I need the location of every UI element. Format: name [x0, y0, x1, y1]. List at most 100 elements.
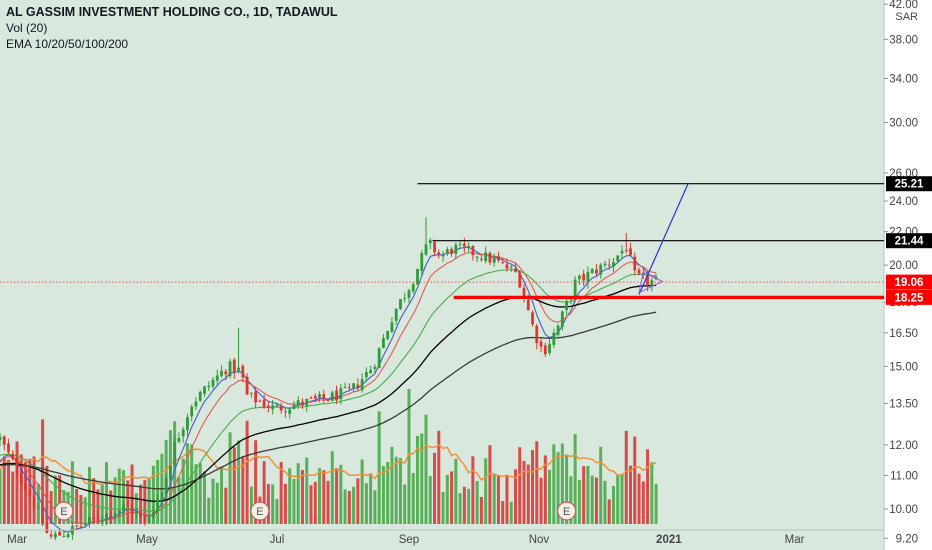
time-tick-label: Sep: [399, 534, 419, 546]
volume-bar: [377, 411, 381, 524]
candle-body: [573, 279, 577, 300]
candle-body: [607, 264, 611, 266]
candle-body: [139, 513, 142, 517]
volume-bar: [224, 487, 228, 524]
volume-bar: [254, 440, 258, 524]
candle-body: [19, 474, 23, 484]
earnings-marker[interactable]: E: [557, 501, 577, 521]
volume-bar: [629, 465, 633, 524]
chart-title[interactable]: AL GASSIM INVESTMENT HOLDING CO., 1D, TA…: [6, 5, 338, 19]
candle-body: [339, 388, 343, 400]
candle-body: [590, 269, 594, 273]
candle-body: [407, 290, 411, 298]
earnings-marker[interactable]: E: [54, 501, 74, 521]
candle-body: [147, 517, 151, 522]
volume-bar: [194, 464, 198, 524]
price-tick-label: 12.00: [889, 440, 918, 452]
volume-bar: [177, 477, 181, 524]
candle-body: [492, 258, 496, 263]
support-price-label-box: [886, 289, 932, 305]
volume-bar: [75, 489, 79, 524]
volume-bar: [7, 459, 11, 524]
candle-body: [228, 361, 232, 377]
volume-bar: [437, 430, 441, 524]
volume-bar: [318, 468, 322, 524]
candle-body: [190, 406, 194, 417]
current-price-label-box: [886, 274, 932, 290]
price-tick-label: 9.20: [896, 533, 918, 545]
volume-bar: [369, 473, 373, 524]
ema-line-200: [0, 311, 657, 490]
volume-bar: [450, 471, 454, 524]
volume-bar: [339, 464, 343, 524]
candle-body: [237, 367, 240, 371]
candle-body: [624, 250, 628, 252]
volume-bar: [518, 447, 522, 524]
volume-bar: [211, 478, 215, 524]
volume-bar: [445, 474, 449, 524]
candle-body: [305, 398, 309, 406]
volume-bar: [471, 456, 475, 524]
candle-body: [198, 391, 202, 401]
volume-bar: [330, 451, 334, 524]
volume-bar: [79, 494, 83, 524]
legend-volume[interactable]: Vol (20): [6, 21, 48, 35]
volume-bar: [539, 477, 543, 524]
volume-bar: [496, 475, 500, 524]
candle-body: [360, 379, 364, 390]
candle-body: [322, 394, 326, 399]
candle-body: [207, 385, 211, 388]
volume-bar: [15, 441, 19, 524]
volume-bar: [548, 469, 552, 524]
candle-body: [224, 371, 228, 375]
volume-bar: [458, 493, 462, 524]
candle-body: [543, 345, 547, 355]
volume-bar: [215, 482, 219, 524]
candle-body: [650, 280, 654, 286]
volume-bar: [424, 414, 428, 524]
support-price-label-text: 18.25: [895, 292, 924, 304]
volume-bar: [322, 470, 326, 524]
volume-bar: [479, 496, 483, 524]
candle-body: [313, 396, 317, 399]
volume-bar: [616, 474, 620, 524]
candle-body: [318, 394, 321, 398]
candle-body: [522, 287, 526, 298]
triangle-pattern[interactable]: [638, 271, 664, 294]
legend-ema[interactable]: EMA 10/20/50/100/200: [6, 37, 129, 51]
earnings-marker[interactable]: E: [250, 501, 270, 521]
projection-line[interactable]: [638, 183, 689, 295]
resistance-upper-price-label-text: 25.21: [895, 179, 924, 191]
volume-bar: [232, 447, 236, 524]
candle-body: [296, 400, 300, 406]
volume-bar: [646, 449, 650, 524]
candle-body: [220, 371, 223, 376]
candle-body: [569, 298, 573, 300]
volume-bar: [535, 441, 539, 524]
volume-bar: [207, 497, 211, 524]
volume-bar: [403, 484, 407, 524]
candle-body: [352, 383, 355, 388]
volume-bar: [641, 481, 645, 524]
candle-body: [390, 322, 394, 333]
candle-body: [53, 533, 57, 538]
volume-bar: [565, 454, 569, 524]
candle-body: [62, 536, 66, 538]
volume-bar: [373, 490, 377, 524]
candle-body: [288, 409, 292, 414]
volume-bar: [237, 440, 241, 524]
candle-body: [582, 274, 586, 281]
candle-body: [117, 510, 121, 514]
candle-body: [151, 512, 155, 518]
candle-body: [509, 266, 513, 268]
candle-body: [637, 269, 641, 274]
volume-bar: [633, 436, 637, 524]
volume-bar: [356, 478, 360, 524]
plot-background: [0, 0, 884, 550]
volume-ma-line: [0, 443, 657, 486]
volume-bar: [416, 435, 420, 524]
volume-bar: [560, 443, 564, 524]
volume-bar: [249, 486, 253, 524]
volume-bar: [58, 475, 62, 524]
